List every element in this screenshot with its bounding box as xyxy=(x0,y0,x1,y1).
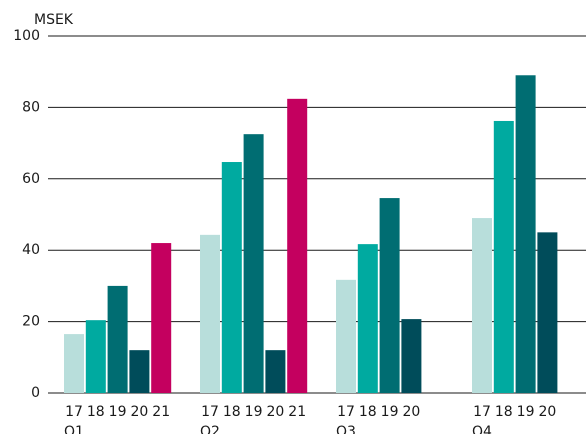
y-tick-label: 40 xyxy=(22,242,40,258)
bar xyxy=(243,134,264,394)
x-tick-label: Q3 xyxy=(336,424,356,434)
series-label: 21 xyxy=(152,404,170,420)
x-tick-label: Q1 xyxy=(64,424,84,434)
bar xyxy=(265,350,286,393)
series-label: 20 xyxy=(130,404,148,420)
bar xyxy=(493,120,514,393)
series-label: 18 xyxy=(359,404,377,420)
series-label: 20 xyxy=(402,404,420,420)
bar xyxy=(515,75,536,394)
bar xyxy=(151,243,172,393)
series-label: 18 xyxy=(87,404,105,420)
series-label: 17 xyxy=(337,404,355,420)
series-label: 20 xyxy=(266,404,284,420)
series-label: 19 xyxy=(517,404,535,420)
bar xyxy=(200,234,220,393)
series-label: 19 xyxy=(109,404,127,420)
bar xyxy=(129,350,150,393)
y-tick-label: 20 xyxy=(22,314,40,330)
y-axis-label: MSEK xyxy=(34,12,74,28)
y-tick-label: 0 xyxy=(31,385,40,401)
bar xyxy=(287,98,308,393)
y-tick-label: 100 xyxy=(13,28,40,44)
series-label: 21 xyxy=(288,404,306,420)
bar xyxy=(401,319,422,393)
bar xyxy=(379,198,400,393)
x-tick-label: Q2 xyxy=(200,424,220,434)
bar xyxy=(472,218,492,393)
series-label: 17 xyxy=(65,404,83,420)
bar xyxy=(357,244,378,393)
x-tick-label: Q4 xyxy=(472,424,492,434)
bar xyxy=(221,162,242,393)
series-label: 20 xyxy=(538,404,556,420)
bar xyxy=(107,285,128,393)
series-label: 19 xyxy=(381,404,399,420)
bar xyxy=(537,232,558,393)
series-label: 18 xyxy=(495,404,513,420)
series-label: 19 xyxy=(245,404,263,420)
bar xyxy=(64,334,84,393)
series-label: 17 xyxy=(473,404,491,420)
series-label: 18 xyxy=(223,404,241,420)
y-tick-label: 80 xyxy=(22,99,40,115)
y-tick-label: 60 xyxy=(22,171,40,187)
bar xyxy=(336,279,356,393)
bar xyxy=(85,320,106,393)
series-label: 17 xyxy=(201,404,219,420)
